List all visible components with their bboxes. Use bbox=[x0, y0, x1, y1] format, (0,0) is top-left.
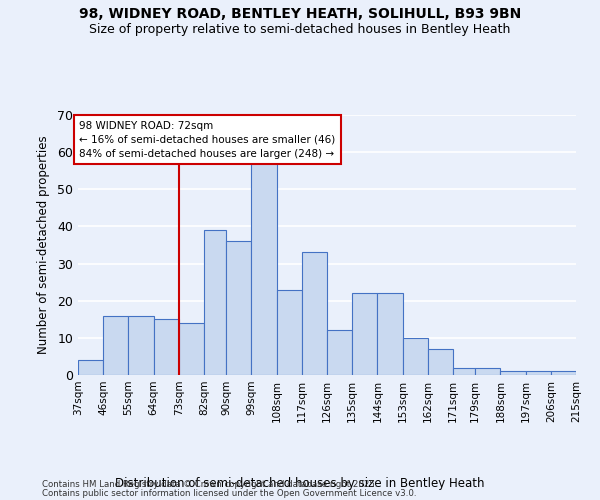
Bar bbox=[428, 349, 453, 375]
Bar bbox=[500, 372, 526, 375]
Bar bbox=[302, 252, 327, 375]
Bar bbox=[251, 164, 277, 375]
Bar bbox=[327, 330, 352, 375]
Bar bbox=[154, 320, 179, 375]
Bar bbox=[226, 242, 251, 375]
Bar bbox=[128, 316, 154, 375]
Bar bbox=[78, 360, 103, 375]
Bar bbox=[475, 368, 500, 375]
Bar bbox=[403, 338, 428, 375]
Text: Distribution of semi-detached houses by size in Bentley Heath: Distribution of semi-detached houses by … bbox=[115, 478, 485, 490]
Bar bbox=[179, 323, 204, 375]
Bar bbox=[103, 316, 128, 375]
Bar bbox=[453, 368, 475, 375]
Bar bbox=[277, 290, 302, 375]
Text: 98 WIDNEY ROAD: 72sqm
← 16% of semi-detached houses are smaller (46)
84% of semi: 98 WIDNEY ROAD: 72sqm ← 16% of semi-deta… bbox=[79, 120, 335, 158]
Text: 98, WIDNEY ROAD, BENTLEY HEATH, SOLIHULL, B93 9BN: 98, WIDNEY ROAD, BENTLEY HEATH, SOLIHULL… bbox=[79, 8, 521, 22]
Bar bbox=[526, 372, 551, 375]
Text: Contains public sector information licensed under the Open Government Licence v3: Contains public sector information licen… bbox=[42, 488, 416, 498]
Bar bbox=[377, 294, 403, 375]
Text: Size of property relative to semi-detached houses in Bentley Heath: Size of property relative to semi-detach… bbox=[89, 22, 511, 36]
Y-axis label: Number of semi-detached properties: Number of semi-detached properties bbox=[37, 136, 50, 354]
Text: Contains HM Land Registry data © Crown copyright and database right 2025.: Contains HM Land Registry data © Crown c… bbox=[42, 480, 377, 489]
Bar bbox=[204, 230, 226, 375]
Bar bbox=[551, 372, 576, 375]
Bar bbox=[352, 294, 377, 375]
